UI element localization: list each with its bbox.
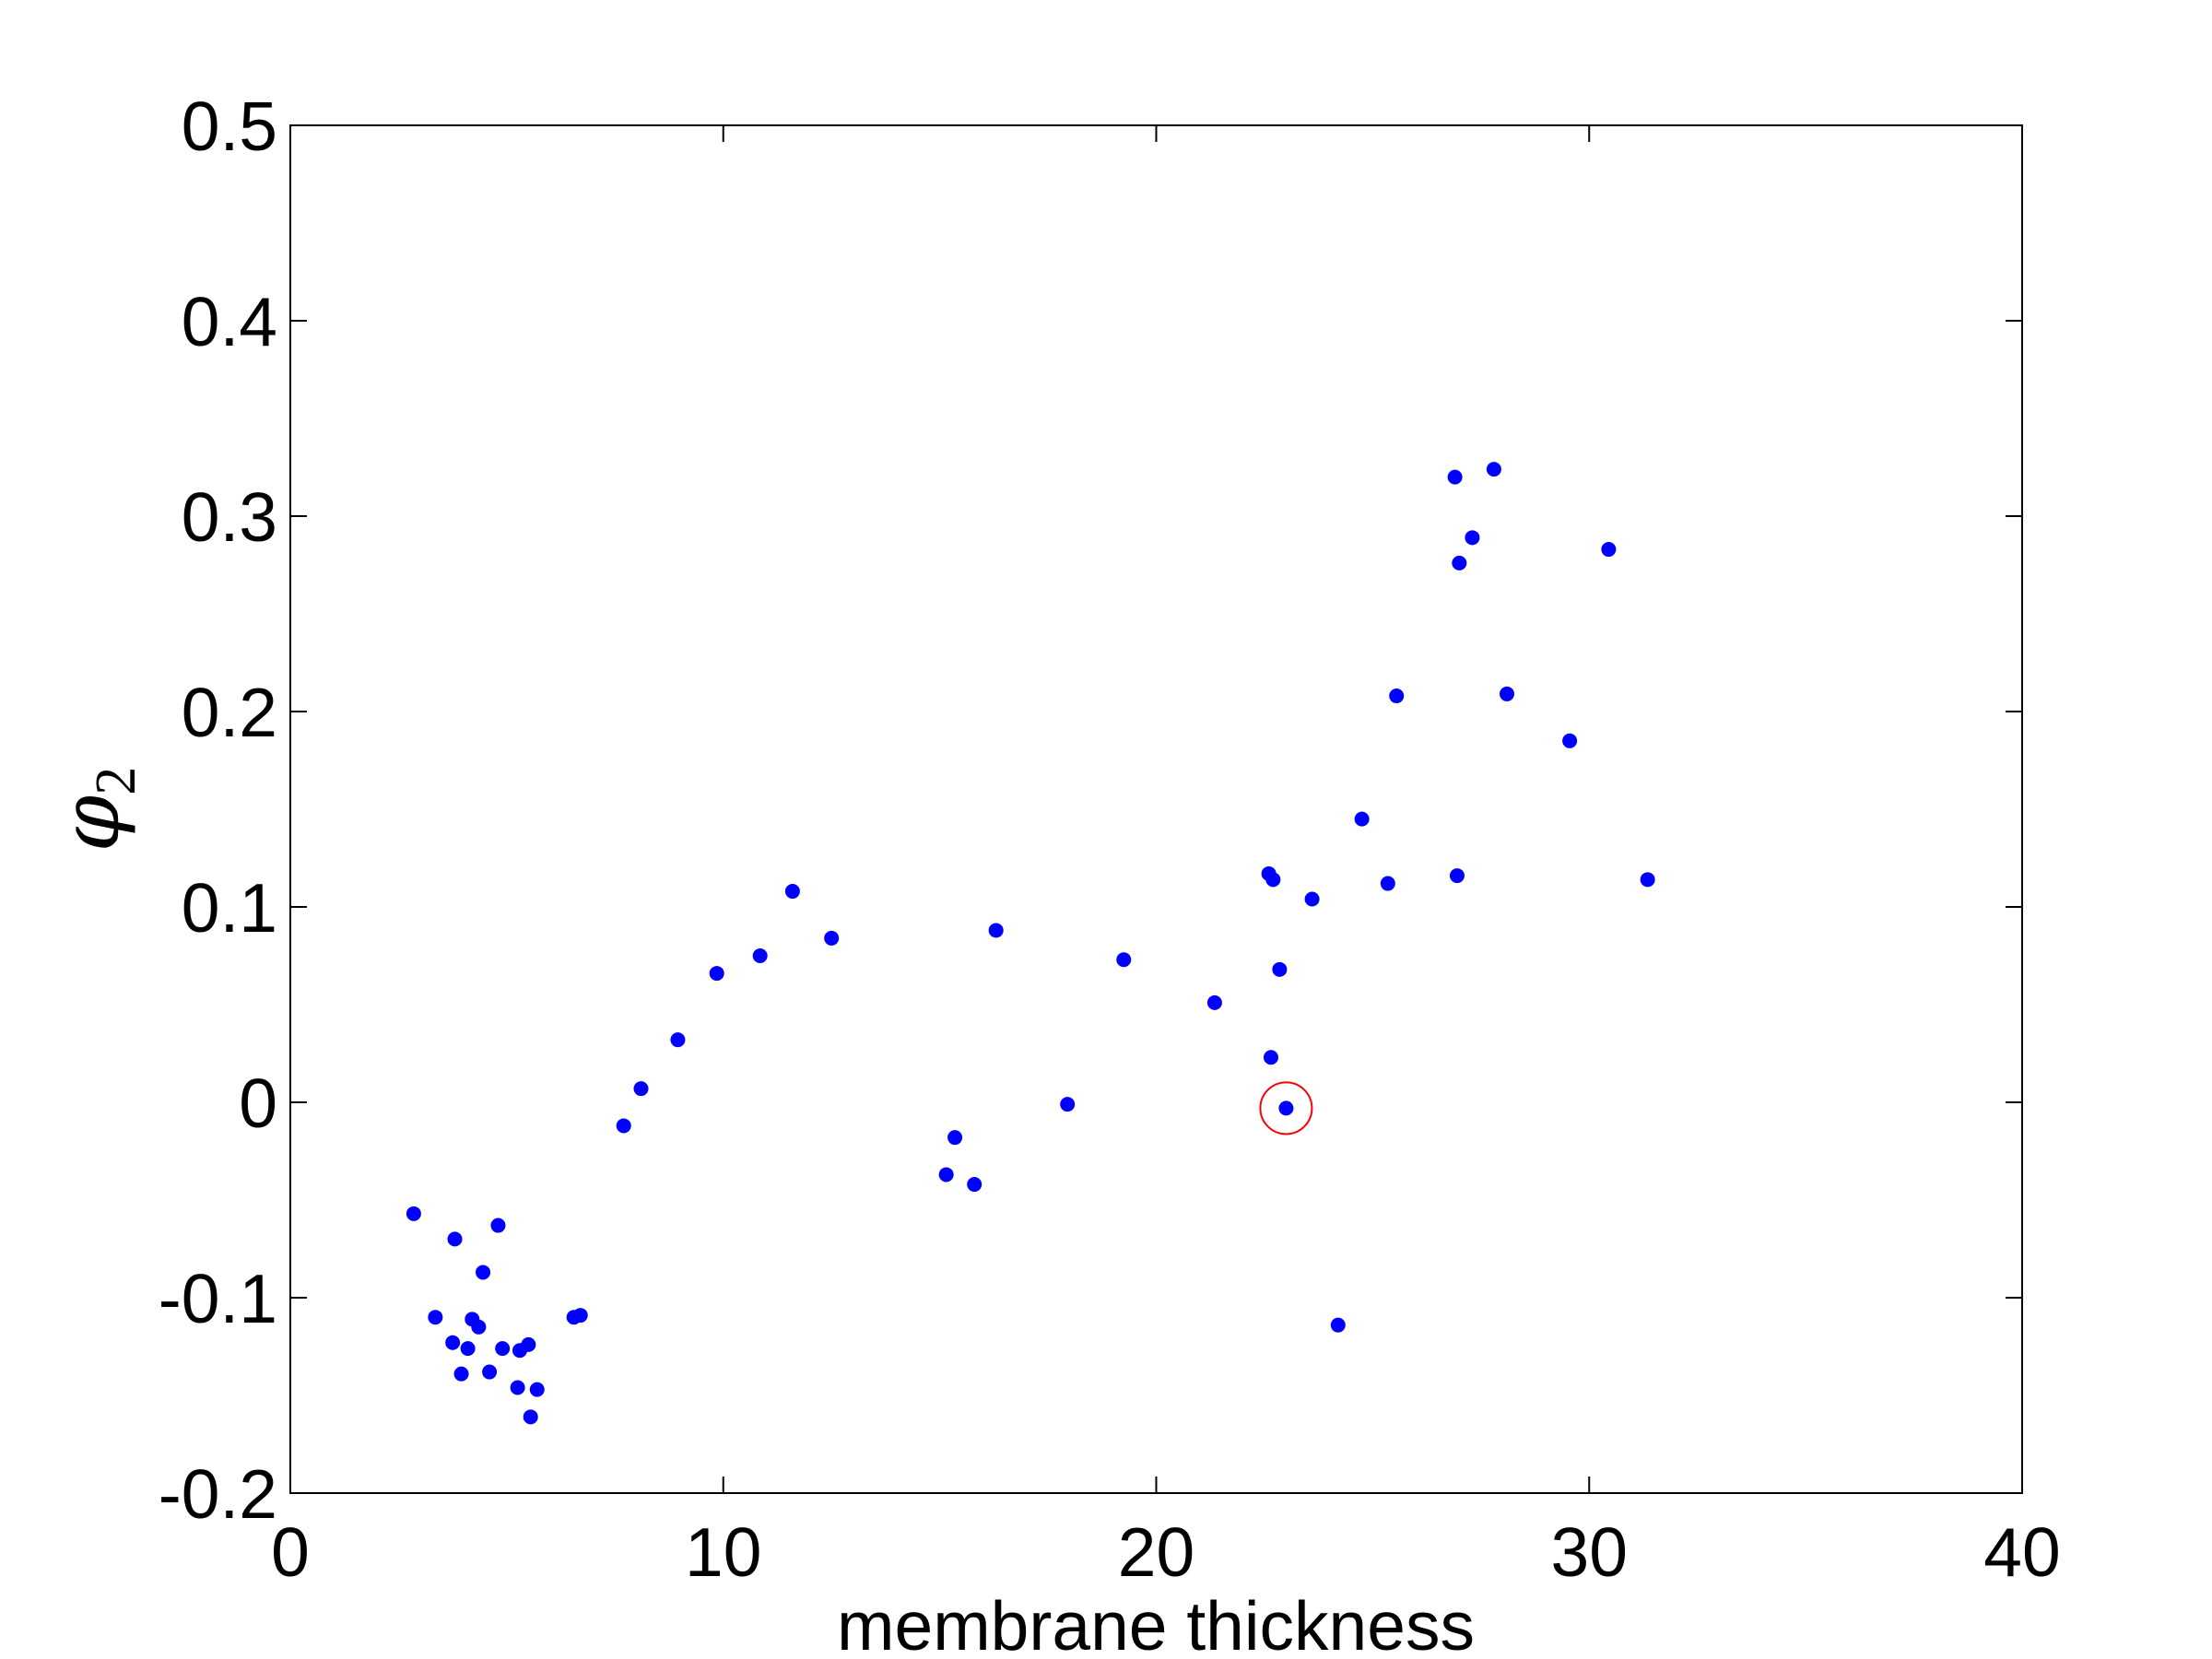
data-point — [1116, 952, 1132, 968]
data-point — [445, 1335, 461, 1350]
data-point — [482, 1364, 498, 1380]
highlight-circle — [1259, 1081, 1313, 1135]
data-point — [428, 1310, 443, 1325]
data-point — [476, 1265, 491, 1280]
data-point — [471, 1319, 487, 1335]
x-axis-label: membrane thickness — [837, 1587, 1475, 1659]
data-point — [406, 1206, 421, 1221]
y-axis-label-subscript: 2 — [85, 767, 147, 795]
y-tick-label: 0.3 — [182, 478, 277, 556]
data-point — [1447, 469, 1463, 485]
data-point — [1060, 1097, 1076, 1112]
data-points — [406, 462, 1655, 1425]
data-point — [1304, 891, 1320, 907]
x-tick-label: 10 — [685, 1513, 761, 1591]
y-tick-label: -0.2 — [159, 1455, 277, 1533]
data-point — [495, 1341, 511, 1357]
data-point — [1389, 688, 1405, 704]
axis-tick-labels: 0 10 20 30 40 -0.2 -0.1 0 0.1 0.2 0.3 0.4 0.5 — [159, 88, 2061, 1591]
data-point — [1278, 1100, 1294, 1116]
data-point — [1486, 462, 1501, 477]
data-point — [752, 948, 768, 963]
data-point — [824, 930, 840, 946]
x-tick-label: 0 — [271, 1513, 310, 1591]
data-point — [938, 1167, 954, 1182]
data-point — [453, 1366, 469, 1382]
data-point — [460, 1341, 476, 1357]
data-point — [1562, 733, 1578, 748]
data-point — [1499, 686, 1514, 701]
data-point — [709, 966, 724, 982]
y-tick-label: 0.4 — [182, 283, 277, 360]
data-point — [616, 1118, 631, 1134]
data-point — [529, 1382, 545, 1397]
x-tick-label: 20 — [1118, 1513, 1194, 1591]
data-point — [1465, 530, 1480, 546]
data-point — [1272, 961, 1288, 977]
data-point — [967, 1177, 982, 1193]
data-point — [1452, 555, 1467, 571]
y-tick-label: 0.2 — [182, 674, 277, 751]
data-point — [1265, 872, 1281, 888]
y-tick-label: 0.1 — [182, 869, 277, 947]
data-point — [510, 1380, 525, 1395]
x-tick-label: 30 — [1551, 1513, 1628, 1591]
y-axis-label-symbol: φ — [42, 794, 137, 852]
data-point — [572, 1308, 588, 1324]
data-point — [784, 884, 800, 900]
y-tick-label: 0 — [239, 1065, 277, 1142]
data-point — [490, 1218, 506, 1233]
y-axis-label: φ2 — [42, 767, 147, 853]
axis-ticks — [289, 124, 2023, 1494]
plot-area — [289, 124, 2023, 1494]
data-point — [523, 1409, 538, 1425]
data-point — [670, 1032, 686, 1048]
data-point — [1601, 542, 1617, 558]
data-point — [1449, 868, 1465, 884]
data-point — [947, 1130, 963, 1146]
data-point — [1354, 811, 1370, 827]
data-point — [988, 923, 1004, 938]
annotations — [1259, 1081, 1313, 1135]
data-point — [447, 1231, 463, 1247]
data-point — [1380, 876, 1395, 891]
data-point — [1263, 1050, 1278, 1065]
y-tick-label: -0.1 — [159, 1260, 277, 1337]
data-point — [1640, 872, 1655, 888]
y-tick-label: 0.5 — [182, 88, 277, 165]
data-point — [1330, 1317, 1346, 1333]
svg-text:φ2: φ2 — [42, 767, 147, 853]
data-point — [633, 1081, 649, 1097]
data-point — [1206, 994, 1222, 1010]
x-tick-label: 40 — [1983, 1513, 2060, 1591]
data-point — [521, 1336, 536, 1352]
